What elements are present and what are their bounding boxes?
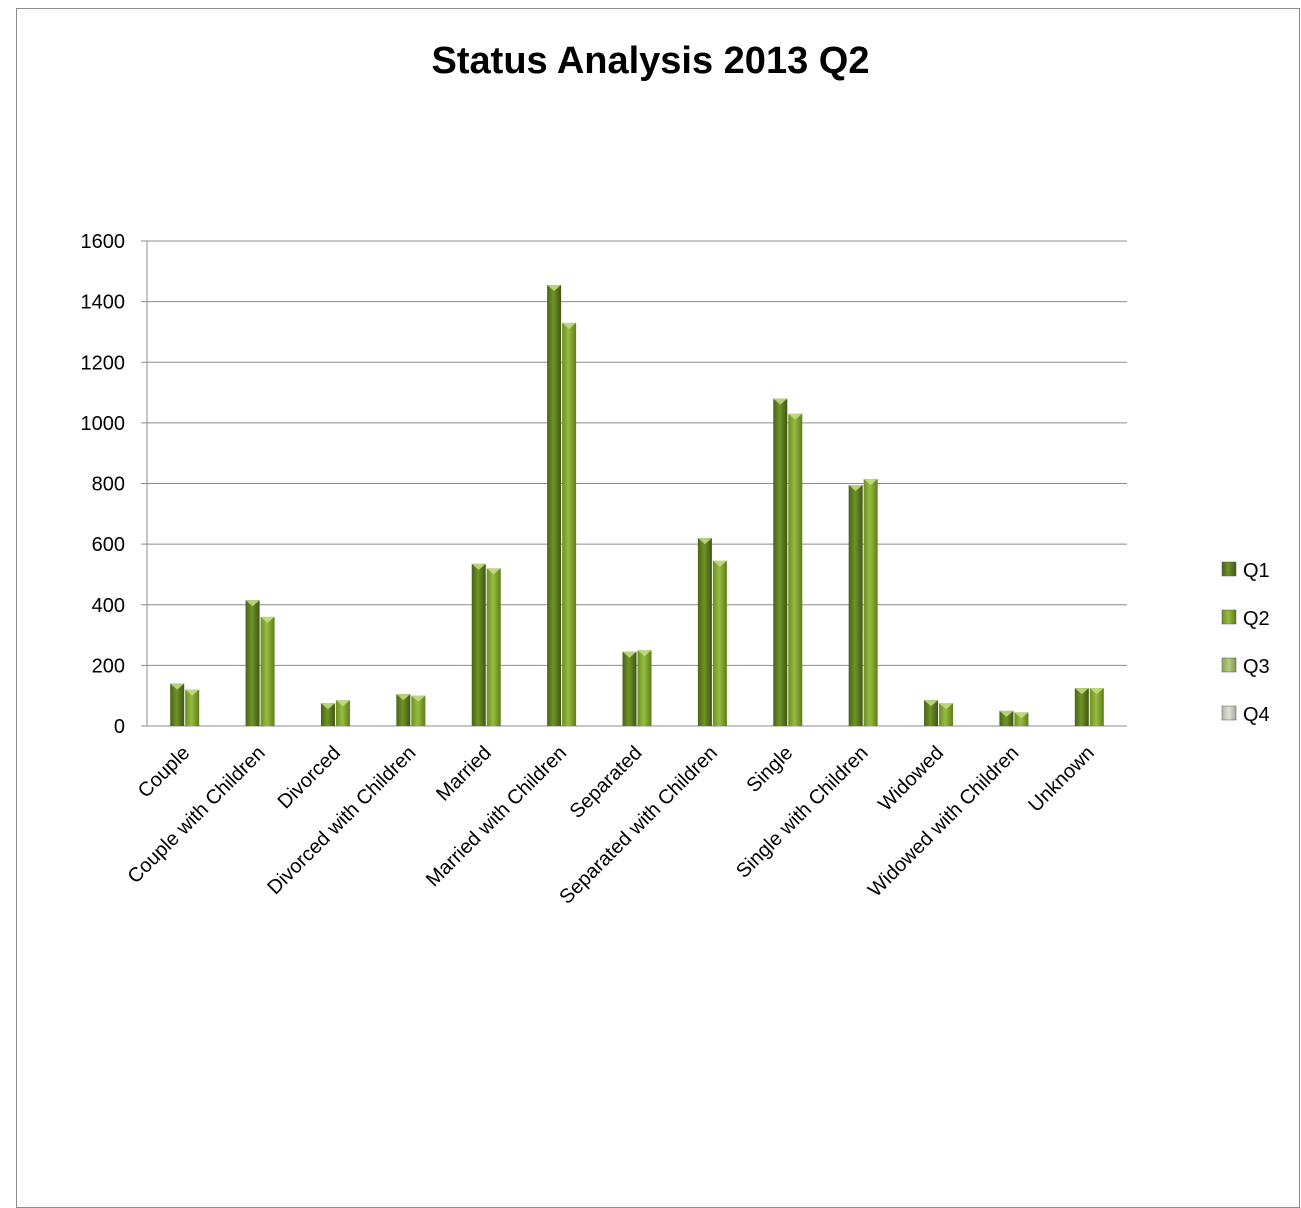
x-tick-label: Separated bbox=[566, 742, 647, 823]
bar-cap bbox=[245, 600, 260, 607]
bar-q2 bbox=[486, 568, 501, 726]
legend-label: Q2 bbox=[1243, 608, 1270, 630]
y-tick-label: 600 bbox=[92, 534, 125, 556]
bar-cap bbox=[170, 683, 185, 690]
y-tick-label: 800 bbox=[92, 474, 125, 496]
y-tick-label: 200 bbox=[92, 655, 125, 677]
bar-cap bbox=[712, 560, 727, 567]
bar-cap bbox=[396, 694, 411, 701]
bar-cap bbox=[547, 284, 562, 291]
x-tick-label: Couple bbox=[134, 742, 194, 802]
bar-q1 bbox=[848, 485, 863, 726]
bar-cap bbox=[637, 650, 652, 657]
x-tick-label: Single bbox=[742, 742, 797, 797]
bar-cap bbox=[260, 616, 275, 623]
bar-cap bbox=[411, 695, 426, 702]
bar-cap bbox=[924, 700, 939, 707]
bar-q1 bbox=[924, 700, 939, 726]
legend-label: Q4 bbox=[1243, 704, 1270, 726]
x-tick-label: Widowed with Children bbox=[864, 742, 1023, 901]
chart-title: Status Analysis 2013 Q2 bbox=[431, 40, 870, 82]
x-tick-label: Unknown bbox=[1024, 742, 1099, 817]
x-tick-label: Married with Children bbox=[422, 742, 571, 891]
bar-cap bbox=[622, 651, 637, 658]
x-tick-label: Couple with Children bbox=[124, 742, 270, 888]
bar-cap bbox=[335, 700, 350, 707]
bar-cap bbox=[185, 689, 200, 696]
bar-q2 bbox=[411, 695, 426, 726]
legend-swatch bbox=[1221, 609, 1237, 625]
bar-q1 bbox=[471, 563, 486, 726]
bar-q1 bbox=[170, 683, 185, 726]
bar-q1 bbox=[1074, 688, 1089, 726]
bar-q2 bbox=[1089, 688, 1104, 726]
bar-cap bbox=[471, 563, 486, 570]
bar-cap bbox=[1074, 688, 1089, 695]
bar-cap bbox=[562, 322, 577, 329]
legend-swatch bbox=[1221, 657, 1237, 673]
bar-q1 bbox=[697, 538, 712, 726]
x-tick-label: Separated with Children bbox=[555, 742, 722, 909]
bar-q1 bbox=[773, 398, 788, 726]
bar-q1 bbox=[999, 710, 1014, 726]
x-tick-label: Divorced with Children bbox=[263, 742, 420, 899]
bar-q2 bbox=[185, 689, 200, 726]
legend-label: Q3 bbox=[1243, 656, 1270, 678]
bar-q2 bbox=[788, 413, 803, 726]
bar-cap bbox=[320, 703, 335, 710]
bar-cap bbox=[848, 485, 863, 492]
bar-cap bbox=[773, 398, 788, 405]
legend-label: Q1 bbox=[1243, 560, 1270, 582]
bar-q2 bbox=[260, 616, 275, 726]
y-tick-label: 1600 bbox=[81, 231, 126, 253]
y-tick-label: 400 bbox=[92, 595, 125, 617]
bar-q1 bbox=[396, 694, 411, 726]
gridlines bbox=[141, 240, 1127, 727]
legend-swatch bbox=[1221, 561, 1237, 577]
x-tick-label: Widowed bbox=[874, 742, 948, 816]
bar-q1 bbox=[622, 651, 637, 726]
y-tick-label: 0 bbox=[114, 716, 125, 738]
bar-cap bbox=[1089, 688, 1104, 695]
y-tick-label: 1400 bbox=[81, 292, 126, 314]
bar-cap bbox=[788, 413, 803, 420]
y-tick-label: 1000 bbox=[81, 413, 126, 435]
chart-frame bbox=[16, 8, 1300, 1208]
bar-q2 bbox=[863, 478, 878, 726]
x-tick-label: Single with Children bbox=[732, 742, 873, 883]
bar-q2 bbox=[939, 703, 954, 726]
legend-swatch bbox=[1221, 705, 1237, 721]
bar-q2 bbox=[712, 560, 727, 726]
x-tick-label: Divorced bbox=[274, 742, 345, 813]
bar-cap bbox=[697, 538, 712, 545]
y-tick-label: 1200 bbox=[81, 352, 126, 374]
bar-q2 bbox=[637, 650, 652, 726]
bars bbox=[170, 284, 1104, 726]
bar-cap bbox=[486, 568, 501, 575]
y-axis-ticks: 0 200 400 600 800 1000 1200 1400 1600 bbox=[81, 231, 126, 738]
bar-q2 bbox=[1014, 712, 1029, 726]
bar-cap bbox=[1014, 712, 1029, 719]
legend: Q1 Q2 Q3 Q4 bbox=[1221, 560, 1270, 726]
bar-q1 bbox=[320, 703, 335, 726]
bar-q2 bbox=[562, 322, 577, 726]
bar-cap bbox=[999, 710, 1014, 717]
bar-q2 bbox=[335, 700, 350, 726]
bar-cap bbox=[939, 703, 954, 710]
bar-q1 bbox=[245, 600, 260, 726]
x-tick-label: Married bbox=[432, 742, 495, 805]
bar-q1 bbox=[547, 284, 562, 726]
bar-cap bbox=[863, 478, 878, 485]
